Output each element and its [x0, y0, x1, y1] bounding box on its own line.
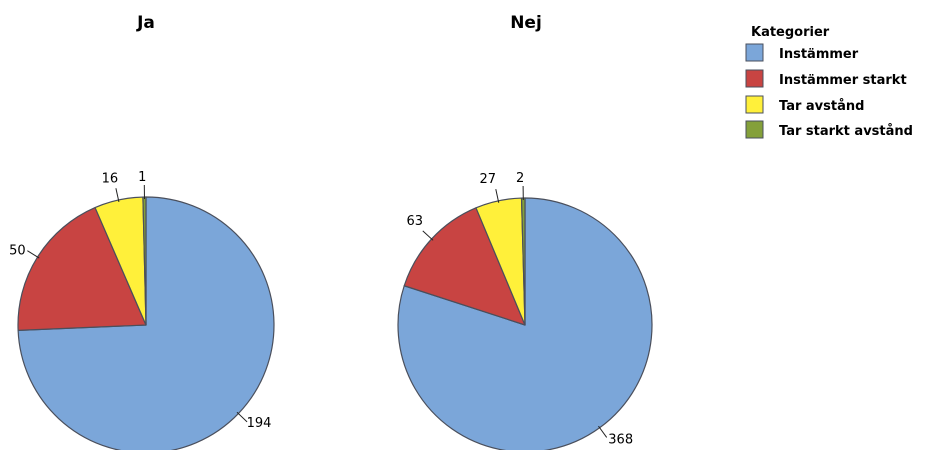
legend-swatch-instammer-starkt — [745, 69, 764, 88]
legend: Kategorier Instämmer Instämmer starkt Ta… — [745, 25, 913, 139]
pie-nej-label-tar-avstand: 27 — [480, 172, 497, 187]
pie-nej-label-tar-starkt-avstand: 2 — [516, 171, 524, 186]
legend-swatch-tar-avstand — [745, 95, 764, 114]
legend-label-instammer-starkt: Instämmer starkt — [779, 73, 907, 88]
legend-label-tar-starkt-avstand: Tar starkt avstånd — [779, 124, 913, 139]
pie-nej-leader-tar-avstand — [495, 188, 500, 203]
pie-ja: 194 50 16 1 — [9, 170, 275, 450]
legend-label-instammer: Instämmer — [779, 47, 859, 62]
legend-swatch-tar-starkt-avstand — [745, 120, 764, 139]
pie-ja-label-tar-avstand: 16 — [102, 171, 119, 186]
pie-ja-leader-instammer-starkt — [27, 250, 40, 259]
pie-ja-leader-instammer — [236, 411, 248, 423]
pie-nej: 368 63 27 2 — [397, 171, 653, 450]
pie-nej-leader-instammer-starkt — [422, 230, 434, 241]
pie-ja-label-tar-starkt-avstand: 1 — [138, 170, 146, 185]
pie-ja-leader-tar-avstand — [115, 188, 120, 203]
pie-nej-label-instammer-starkt: 63 — [406, 214, 423, 229]
legend-label-tar-avstand: Tar avstånd — [779, 99, 864, 114]
pie-ja-label-instammer: 194 — [247, 416, 272, 431]
legend-swatch-instammer — [745, 43, 764, 62]
pie-nej-leader-instammer — [598, 425, 608, 438]
pie-ja-label-instammer-starkt: 50 — [9, 244, 26, 259]
pie-title-ja: Ja — [136, 13, 155, 33]
pie-title-nej: Nej — [510, 13, 542, 33]
pie-nej-label-instammer: 368 — [608, 432, 633, 447]
legend-title: Kategorier — [751, 25, 830, 40]
